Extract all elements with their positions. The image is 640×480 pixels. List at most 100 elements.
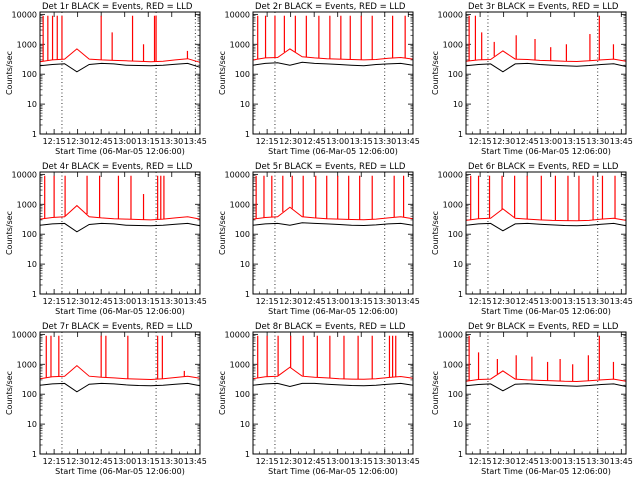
x-tick-label: 13:00 [113, 457, 136, 466]
y-tick-label: 100 [22, 390, 37, 399]
events-series-line [465, 222, 627, 232]
lld-series-line [465, 50, 627, 63]
y-tick-label: 100 [448, 390, 463, 399]
y-tick-label: 100 [448, 230, 463, 239]
y-tick-label: 10000 [225, 170, 250, 179]
events-series-line [252, 222, 414, 227]
x-axis-label: Start Time (06-Mar-05 12:06:00) [481, 307, 611, 316]
x-tick-label: 12:15 [43, 297, 66, 306]
plot-frame [252, 331, 414, 455]
y-tick-label: 1000 [230, 40, 250, 49]
x-tick-label: 13:45 [184, 137, 207, 146]
y-axis-label: Counts/sec [218, 371, 227, 415]
x-tick-label: 13:30 [586, 457, 609, 466]
x-tick-label: 12:45 [303, 297, 326, 306]
events-series-line [465, 383, 627, 392]
plot-frame [39, 331, 201, 455]
y-tick-label: 10 [27, 260, 37, 269]
lld-series-line [39, 364, 201, 381]
plot-frame [465, 171, 627, 295]
y-tick-label: 100 [22, 70, 37, 79]
x-tick-label: 13:15 [563, 297, 586, 306]
y-tick-label: 1 [458, 290, 463, 299]
x-tick-label: 13:45 [397, 457, 420, 466]
x-tick-label: 13:15 [563, 137, 586, 146]
y-tick-label: 1000 [443, 200, 463, 209]
y-tick-label: 1000 [443, 360, 463, 369]
events-series-line [39, 382, 201, 393]
y-tick-label: 1 [458, 450, 463, 459]
x-tick-label: 13:45 [610, 457, 633, 466]
lld-series-line [252, 206, 414, 221]
y-tick-label: 100 [22, 230, 37, 239]
x-tick-label: 13:30 [373, 457, 396, 466]
events-series-line [39, 62, 201, 73]
x-tick-label: 13:30 [373, 297, 396, 306]
detector-panel: Det 3r BLACK = Events, RED = LLD Counts/s… [431, 2, 633, 156]
x-tick-label: 12:45 [516, 297, 539, 306]
x-axis-label: Start Time (06-Mar-05 12:06:00) [268, 307, 398, 316]
plot-frame [465, 11, 627, 135]
x-tick-label: 13:15 [137, 457, 160, 466]
y-axis-label: Counts/sec [431, 51, 440, 95]
x-tick-label: 13:00 [326, 457, 349, 466]
plot-frame [252, 171, 414, 295]
x-axis-label: Start Time (06-Mar-05 12:06:00) [55, 307, 185, 316]
y-tick-label: 1 [458, 130, 463, 139]
detector-panel: Det 5r BLACK = Events, RED = LLD Counts/s… [218, 162, 420, 316]
x-tick-label: 12:15 [256, 457, 279, 466]
x-tick-label: 13:00 [539, 457, 562, 466]
y-tick-label: 1 [32, 290, 37, 299]
lld-series-line [252, 366, 414, 380]
x-tick-label: 13:30 [586, 137, 609, 146]
x-tick-label: 13:00 [539, 137, 562, 146]
x-tick-label: 13:00 [113, 137, 136, 146]
y-tick-label: 1 [32, 450, 37, 459]
detector-panel: Det 8r BLACK = Events, RED = LLD Counts/s… [218, 322, 420, 476]
x-tick-label: 13:30 [160, 457, 183, 466]
x-tick-label: 12:45 [516, 137, 539, 146]
plot-frame [465, 331, 627, 455]
detector-panel: Det 7r BLACK = Events, RED = LLD Counts/s… [5, 322, 207, 476]
x-tick-label: 13:45 [610, 297, 633, 306]
x-tick-label: 12:30 [279, 137, 302, 146]
y-tick-label: 10 [240, 420, 250, 429]
y-tick-label: 1000 [443, 40, 463, 49]
y-tick-label: 100 [235, 230, 250, 239]
y-tick-label: 10000 [438, 170, 463, 179]
y-tick-label: 1 [32, 130, 37, 139]
x-tick-label: 12:15 [43, 137, 66, 146]
y-tick-label: 10 [27, 420, 37, 429]
x-tick-label: 12:15 [256, 137, 279, 146]
x-tick-label: 13:30 [160, 297, 183, 306]
y-axis-label: Counts/sec [218, 51, 227, 95]
events-series-line [252, 382, 414, 388]
x-tick-label: 13:30 [373, 137, 396, 146]
x-tick-label: 13:15 [137, 297, 160, 306]
x-tick-label: 12:15 [469, 297, 492, 306]
detector-panel: Det 1r BLACK = Events, RED = LLD Counts/s… [5, 2, 207, 156]
lld-series-line [252, 48, 414, 61]
y-tick-label: 10 [240, 260, 250, 269]
x-tick-label: 12:30 [492, 137, 515, 146]
x-tick-label: 12:45 [90, 457, 113, 466]
y-tick-label: 10000 [438, 10, 463, 19]
x-tick-label: 13:30 [160, 137, 183, 146]
y-tick-label: 1 [245, 290, 250, 299]
y-tick-label: 100 [235, 70, 250, 79]
panel-title: Det 9r BLACK = Events, RED = LLD [468, 322, 619, 332]
x-tick-label: 13:15 [350, 137, 373, 146]
y-tick-label: 10000 [225, 330, 250, 339]
y-tick-label: 10000 [225, 10, 250, 19]
y-tick-label: 1 [245, 450, 250, 459]
x-axis-label: Start Time (06-Mar-05 12:06:00) [55, 147, 185, 156]
panel-title: Det 1r BLACK = Events, RED = LLD [42, 2, 193, 12]
x-tick-label: 13:00 [326, 297, 349, 306]
x-tick-label: 13:00 [113, 297, 136, 306]
y-tick-label: 1 [245, 130, 250, 139]
x-tick-label: 12:30 [66, 137, 89, 146]
plot-frame [252, 11, 414, 135]
y-tick-label: 100 [235, 390, 250, 399]
x-tick-label: 13:15 [563, 457, 586, 466]
